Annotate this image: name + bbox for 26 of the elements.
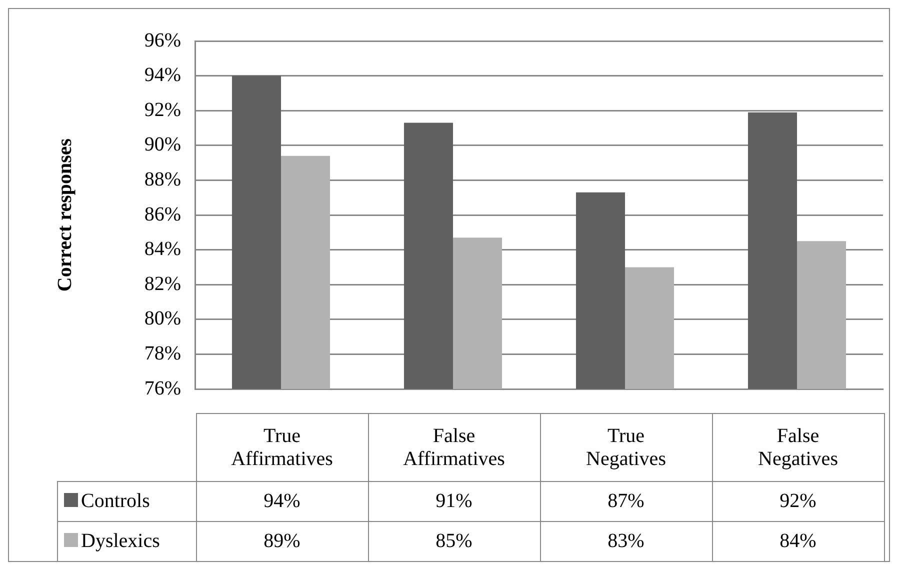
legend-label: Controls	[58, 482, 196, 522]
x-tick-label: False Negatives	[757, 424, 839, 470]
y-tick-label: 90%	[144, 134, 181, 156]
x-tick-label: True Negatives	[585, 424, 667, 470]
data-label: 91%	[368, 482, 540, 522]
data-label: 83%	[540, 522, 712, 562]
y-tick-label: 76%	[144, 377, 181, 400]
y-tick-label: 78%	[144, 342, 181, 364]
y-tick-label: 84%	[144, 238, 181, 260]
y-tick-label: 94%	[144, 64, 181, 86]
y-tick-label: 88%	[144, 168, 181, 190]
y-tick-label: 96%	[144, 29, 181, 52]
data-label: 89%	[196, 522, 368, 562]
data-label: 87%	[540, 482, 712, 522]
legend-label: Dyslexics	[58, 522, 196, 562]
data-label: 94%	[196, 482, 368, 522]
x-tick-label: False Affirmatives	[402, 424, 506, 470]
y-tick-label: 86%	[144, 203, 181, 226]
data-label: 85%	[368, 522, 540, 562]
x-tick-label: True Affirmatives	[230, 424, 334, 470]
y-tick-label: 92%	[144, 98, 181, 121]
y-tick-label: 80%	[144, 308, 181, 330]
y-tick-label: 82%	[144, 272, 181, 295]
y-axis-title: Correct responses	[54, 138, 76, 292]
data-label: 92%	[712, 482, 884, 522]
data-label: 84%	[712, 522, 884, 562]
